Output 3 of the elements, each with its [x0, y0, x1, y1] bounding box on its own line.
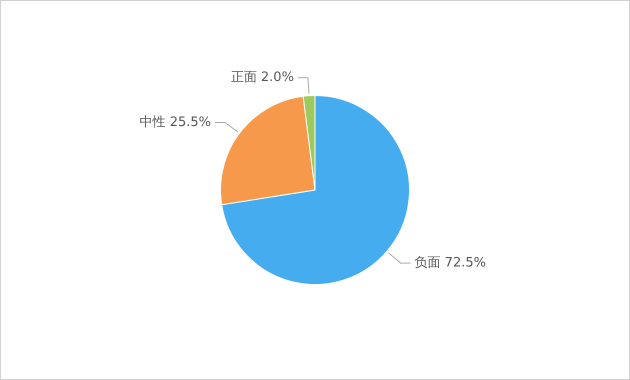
- slice-label: 正面 2.0%: [230, 70, 294, 86]
- slice-label: 中性 25.5%: [140, 114, 212, 130]
- slice-label: 负面 72.5%: [414, 255, 486, 270]
